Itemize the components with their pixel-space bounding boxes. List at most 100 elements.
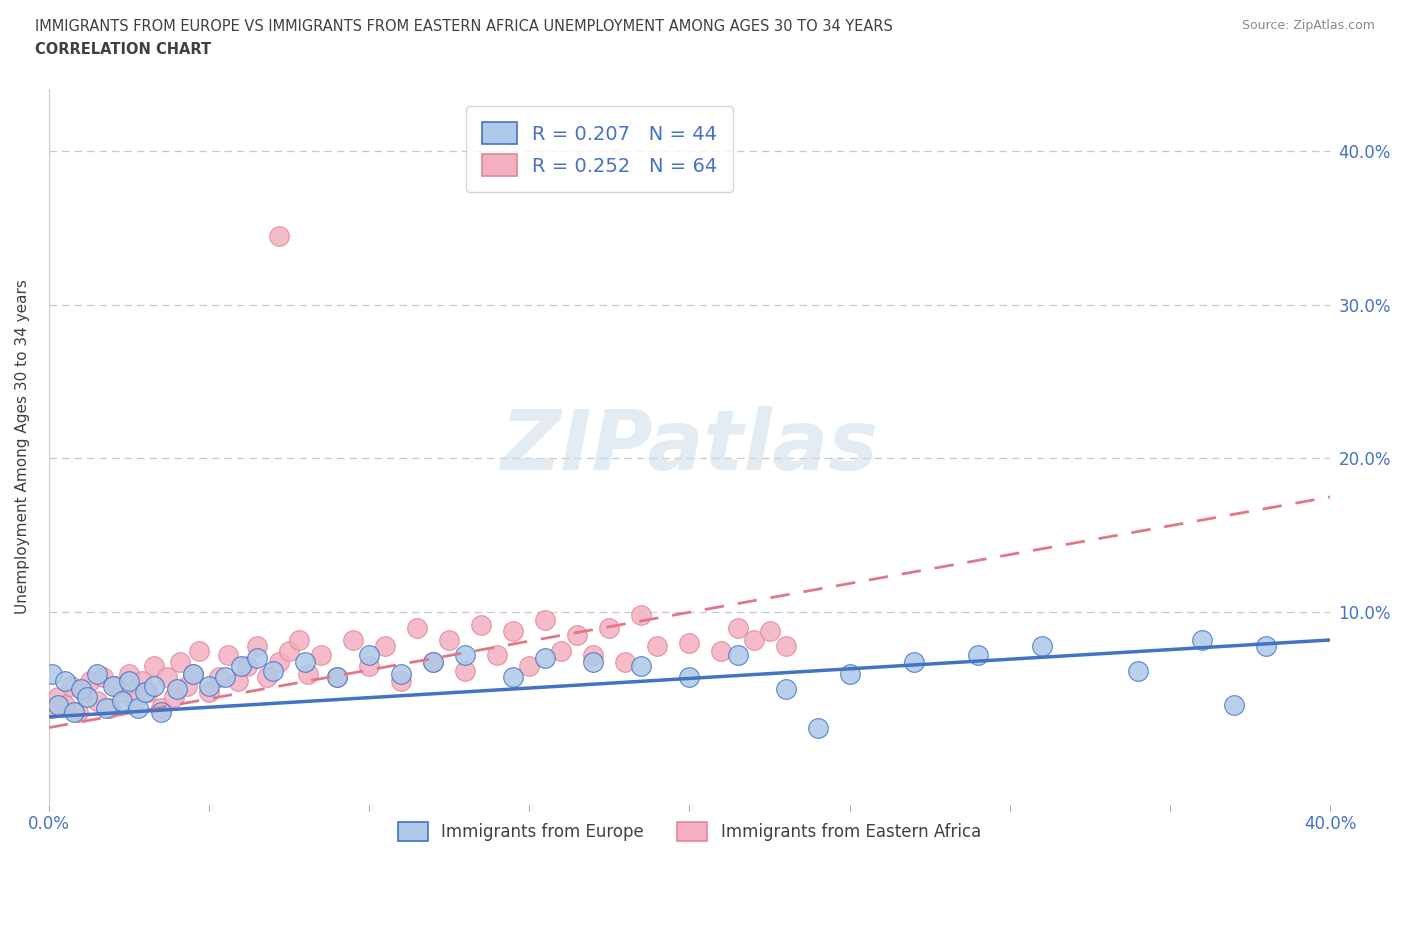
- Point: [76, 689, 98, 704]
- Point: [262, 663, 284, 678]
- Point: [53, 674, 76, 689]
- Point: [69, 682, 91, 697]
- Point: [269, 654, 291, 669]
- Point: [422, 654, 444, 669]
- Point: [966, 648, 988, 663]
- Point: [226, 674, 249, 689]
- Point: [775, 682, 797, 697]
- Point: [389, 674, 412, 689]
- Point: [582, 648, 605, 663]
- Point: [134, 684, 156, 699]
- Point: [710, 644, 733, 658]
- Point: [214, 670, 236, 684]
- Point: [454, 648, 477, 663]
- Point: [486, 648, 509, 663]
- Text: ZIPatlas: ZIPatlas: [501, 406, 879, 487]
- Point: [86, 667, 108, 682]
- Point: [309, 648, 332, 663]
- Point: [742, 632, 765, 647]
- Point: [297, 667, 319, 682]
- Point: [534, 613, 557, 628]
- Point: [269, 228, 291, 243]
- Point: [406, 620, 429, 635]
- Point: [166, 682, 188, 697]
- Point: [342, 632, 364, 647]
- Point: [1254, 639, 1277, 654]
- Point: [149, 705, 172, 720]
- Point: [207, 670, 229, 684]
- Point: [1191, 632, 1213, 647]
- Point: [502, 670, 524, 684]
- Point: [143, 658, 166, 673]
- Point: [229, 658, 252, 673]
- Point: [60, 679, 83, 694]
- Point: [256, 670, 278, 684]
- Text: Source: ZipAtlas.com: Source: ZipAtlas.com: [1241, 19, 1375, 32]
- Point: [678, 670, 700, 684]
- Point: [470, 618, 492, 632]
- Point: [127, 700, 149, 715]
- Point: [96, 700, 118, 715]
- Point: [359, 648, 381, 663]
- Point: [678, 635, 700, 650]
- Point: [181, 667, 204, 682]
- Text: IMMIGRANTS FROM EUROPE VS IMMIGRANTS FROM EASTERN AFRICA UNEMPLOYMENT AMONG AGES: IMMIGRANTS FROM EUROPE VS IMMIGRANTS FRO…: [35, 19, 893, 33]
- Point: [118, 667, 141, 682]
- Point: [41, 700, 63, 715]
- Point: [903, 654, 925, 669]
- Point: [169, 654, 191, 669]
- Point: [111, 694, 134, 709]
- Point: [176, 679, 198, 694]
- Point: [236, 658, 259, 673]
- Point: [86, 694, 108, 709]
- Point: [437, 632, 460, 647]
- Text: CORRELATION CHART: CORRELATION CHART: [35, 42, 211, 57]
- Point: [198, 684, 221, 699]
- Point: [105, 679, 128, 694]
- Point: [98, 700, 121, 715]
- Point: [101, 679, 124, 694]
- Point: [374, 639, 396, 654]
- Point: [91, 670, 114, 684]
- Point: [149, 700, 172, 715]
- Point: [326, 670, 349, 684]
- Legend: Immigrants from Europe, Immigrants from Eastern Africa: Immigrants from Europe, Immigrants from …: [389, 814, 990, 850]
- Point: [156, 670, 179, 684]
- Point: [53, 698, 76, 712]
- Point: [181, 667, 204, 682]
- Point: [198, 679, 221, 694]
- Point: [124, 694, 146, 709]
- Point: [41, 667, 63, 682]
- Point: [79, 674, 101, 689]
- Point: [1126, 663, 1149, 678]
- Point: [136, 684, 159, 699]
- Point: [727, 620, 749, 635]
- Point: [454, 663, 477, 678]
- Point: [598, 620, 620, 635]
- Y-axis label: Unemployment Among Ages 30 to 34 years: Unemployment Among Ages 30 to 34 years: [15, 280, 30, 615]
- Point: [807, 720, 830, 735]
- Point: [143, 679, 166, 694]
- Point: [567, 628, 589, 643]
- Point: [502, 623, 524, 638]
- Point: [48, 689, 70, 704]
- Point: [1031, 639, 1053, 654]
- Point: [389, 667, 412, 682]
- Point: [163, 689, 186, 704]
- Point: [246, 651, 269, 666]
- Point: [775, 639, 797, 654]
- Point: [727, 648, 749, 663]
- Point: [630, 658, 652, 673]
- Point: [131, 674, 153, 689]
- Point: [326, 670, 349, 684]
- Point: [188, 644, 211, 658]
- Point: [517, 658, 540, 673]
- Point: [534, 651, 557, 666]
- Point: [294, 654, 316, 669]
- Point: [582, 654, 605, 669]
- Point: [1223, 698, 1246, 712]
- Point: [550, 644, 572, 658]
- Point: [614, 654, 637, 669]
- Point: [63, 705, 86, 720]
- Point: [118, 674, 141, 689]
